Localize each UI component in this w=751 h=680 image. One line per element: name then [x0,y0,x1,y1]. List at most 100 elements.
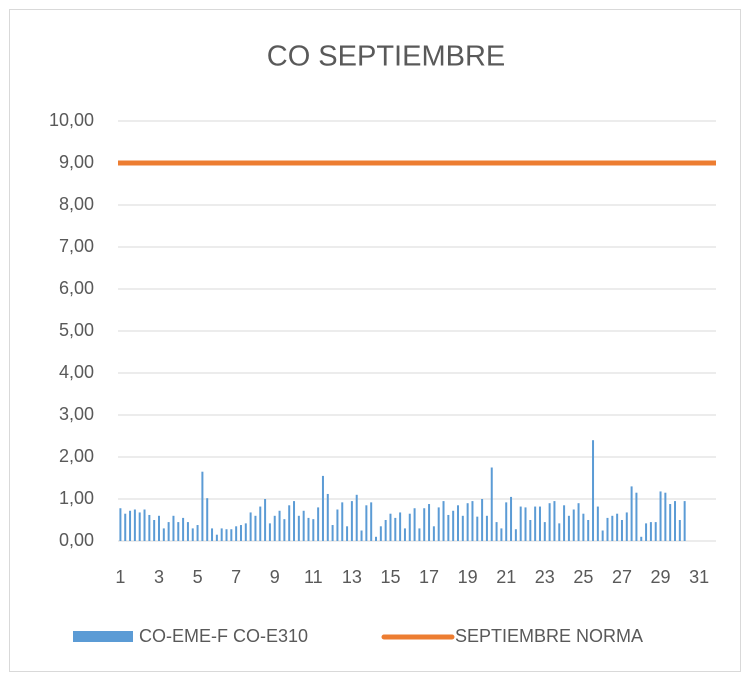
bar [611,515,614,541]
bar [133,509,136,541]
bar [182,517,185,541]
bar [659,491,662,541]
y-tick-label: 9,00 [59,152,94,172]
x-tick-label: 5 [193,567,203,587]
x-tick-label: 23 [535,567,555,587]
y-tick-label: 1,00 [59,488,94,508]
legend-label: CO-EME-F CO-E310 [139,626,308,646]
bar [437,507,440,541]
bar [553,501,556,541]
bar [211,528,214,541]
bar [244,523,247,541]
x-tick-label: 1 [115,567,125,587]
bar [577,503,580,541]
bar [616,513,619,541]
bar [534,506,537,541]
bar [350,501,353,541]
y-tick-label: 8,00 [59,194,94,214]
bar [669,504,672,541]
bar [239,525,242,541]
bar [529,520,532,541]
bar [674,501,677,541]
bar [683,501,686,541]
bar [283,519,286,541]
x-tick-label: 7 [231,567,241,587]
bar [297,515,300,541]
bar [640,536,643,541]
bar [326,493,329,541]
bar [447,514,450,541]
bar [157,515,160,541]
x-tick-label: 25 [573,567,593,587]
bar [312,519,315,541]
bar [428,504,431,541]
bar [394,517,397,541]
bar [172,515,175,541]
x-tick-label: 11 [304,567,323,587]
bar [664,492,667,541]
bar [365,505,368,541]
bar [510,496,513,541]
bar [413,508,416,541]
bar [543,522,546,541]
chart-title: CO SEPTIEMBRE [267,41,506,73]
bar [649,522,652,541]
bar [186,522,189,541]
bar [384,520,387,541]
bar [442,501,445,541]
bar [423,508,426,541]
bar [490,467,493,541]
bar [519,506,522,541]
bar [360,530,363,541]
bar [485,515,488,541]
bar [495,522,498,541]
bar [471,501,474,541]
bar [143,509,146,541]
bar [476,516,479,541]
bar [461,515,464,541]
bar [399,512,402,541]
x-tick-label: 15 [380,567,400,587]
bar [336,509,339,541]
bar [456,505,459,541]
bar [259,506,262,541]
x-tick-label: 31 [689,567,709,587]
y-tick-label: 2,00 [59,446,94,466]
bar [321,475,324,541]
bar [355,494,358,541]
bar [403,528,406,541]
x-tick-label: 19 [458,567,478,587]
bar [548,503,551,541]
bar [379,526,382,541]
bar [625,512,628,541]
bar [307,517,310,541]
bar [558,523,561,541]
bar [341,502,344,541]
bar [264,499,267,541]
y-tick-label: 6,00 [59,278,94,298]
bar [466,503,469,541]
bar [346,526,349,541]
legend-label: SEPTIEMBRE NORMA [455,626,643,646]
bar [331,525,334,541]
bar [375,536,378,541]
bar [230,529,233,541]
bar [119,508,122,541]
bar [601,530,604,541]
bar [220,528,223,541]
bar [302,510,305,541]
bar [293,501,296,541]
y-tick-label: 4,00 [59,362,94,382]
bar [317,507,320,541]
bar [635,492,638,541]
bar [167,522,170,541]
bar [418,528,421,541]
legend-swatch [73,631,133,642]
bar [481,499,484,541]
bar [582,513,585,541]
bar [288,505,291,541]
bar [592,440,595,541]
bar [505,502,508,541]
bar [235,526,238,541]
